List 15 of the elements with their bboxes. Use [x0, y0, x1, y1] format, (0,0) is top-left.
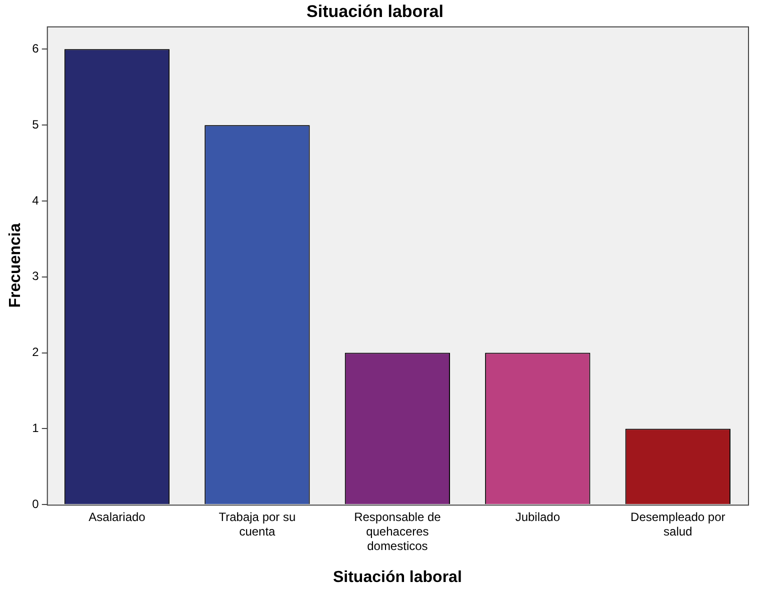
x-tick-label: Desempleado por salud: [630, 510, 726, 539]
x-tick-label: Asalariado: [88, 510, 146, 524]
y-tick-label: 6: [32, 41, 40, 56]
x-tick-label: Trabaja por su cuenta: [218, 510, 296, 539]
y-tick-label: 1: [32, 421, 40, 436]
y-tick-label: 4: [32, 193, 40, 208]
x-tick-label: Jubilado: [515, 510, 560, 524]
y-tick-label: 2: [32, 345, 40, 360]
x-tick-label: Responsable de quehaceres domesticos: [354, 510, 442, 553]
y-axis-title: Frecuencia: [7, 223, 24, 308]
x-axis-title: Situación laboral: [332, 568, 462, 586]
chart-title: Situación laboral: [306, 2, 444, 21]
y-tick-label: 5: [32, 117, 40, 132]
y-tick-label: 3: [32, 269, 40, 284]
y-tick-label: 0: [32, 496, 40, 511]
